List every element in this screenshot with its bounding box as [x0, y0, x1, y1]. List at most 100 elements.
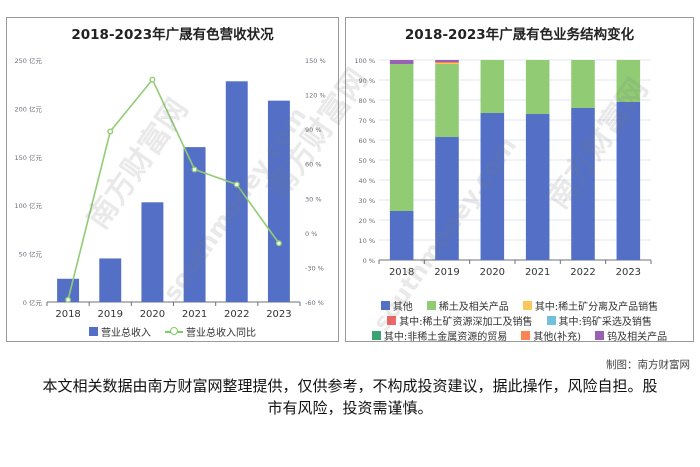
y-tick-label: 40 % — [358, 177, 375, 185]
legend-swatch — [371, 331, 381, 340]
revenue-bar — [225, 81, 248, 302]
legend-item-series-6[interactable]: 其中:非稀土金属资源的贸易 — [371, 328, 508, 343]
stack-segment-7 — [435, 62, 459, 63]
x-tick-label: 2020 — [480, 267, 505, 278]
stack-segment-1 — [480, 113, 505, 260]
legend-label: 其中:钨矿采选及销售 — [558, 317, 652, 328]
legend-swatch-revenue — [89, 327, 98, 336]
revenue-bar — [57, 278, 80, 302]
x-tick-label: 2021 — [525, 267, 550, 278]
y-right-tick-label: 90 % — [305, 126, 322, 134]
y-tick-label: 80 % — [358, 97, 375, 105]
legend-item-series-3[interactable]: 其中:稀土矿分离及产品销售 — [522, 298, 659, 313]
structure-chart-panel: 2018-2023年广晟有色业务结构变化 0 % 10 % 20 % 30 % 40 %… — [345, 17, 694, 343]
legend-item-series-2[interactable]: 稀土及相关产品 — [426, 298, 509, 313]
revenue-bar — [99, 258, 122, 302]
yoy-line — [67, 78, 280, 300]
revenue-bar — [141, 202, 164, 302]
stack-segment-8 — [435, 60, 459, 62]
legend-swatch — [595, 331, 605, 340]
x-tick-label: 2019 — [434, 267, 459, 278]
y-right-tick-label: 0 % — [305, 230, 317, 238]
x-tick-label: 2019 — [98, 309, 123, 320]
yoy-point — [191, 166, 198, 173]
structure-chart-title: 2018-2023年广晟有色业务结构变化 — [404, 27, 635, 43]
y-left-tick-label: 0 亿元 — [23, 298, 43, 307]
x-tick-label: 2020 — [140, 309, 165, 320]
structure-legend: 其他 稀土及相关产品 其中:稀土矿分离及产品销售 其中:稀土矿资源深加工及销售 其中:钨… — [346, 298, 693, 343]
yoy-point — [275, 240, 282, 247]
x-tick-label: 2023 — [266, 309, 291, 320]
legend-label: 稀土及相关产品 — [438, 302, 509, 313]
yoy-point — [149, 76, 156, 83]
legend-swatch — [426, 301, 436, 310]
legend-item-series-1[interactable]: 其他 — [380, 298, 413, 313]
y-right-tick-label: 60 % — [305, 161, 322, 169]
legend-item-series-8[interactable]: 钨及相关产品 — [595, 328, 667, 343]
legend-swatch — [521, 331, 531, 340]
revenue-chart-title: 2018-2023年广晟有色营收状况 — [71, 27, 274, 43]
y-tick-label: 90 % — [358, 77, 375, 85]
y-right-tick-label: -30 % — [305, 264, 324, 272]
x-tick-label: 2021 — [182, 309, 207, 320]
legend-label: 其中:稀土矿分离及产品销售 — [534, 302, 659, 313]
x-tick-label: 2022 — [570, 267, 595, 278]
y-tick-label: 100 % — [354, 57, 375, 65]
legend-row: 其中:非稀土金属资源的贸易 其他(补充) 钨及相关产品 — [346, 328, 693, 343]
y-left-tick-label: 150 亿元 — [15, 153, 43, 162]
stack-segment-1 — [389, 211, 414, 260]
y-right-tick-label: -60 % — [305, 299, 324, 307]
stack-segment-2 — [435, 64, 459, 137]
y-tick-label: 70 % — [358, 117, 375, 125]
stack-segment-2 — [480, 60, 505, 113]
x-tick-label: 2022 — [224, 309, 249, 320]
legend-item-series-7[interactable]: 其他(补充) — [521, 328, 581, 343]
legend-label: 钨及相关产品 — [607, 332, 668, 343]
yoy-point — [233, 181, 240, 188]
x-tick-label: 2023 — [616, 267, 641, 278]
legend-label: 其中:非稀土金属资源的贸易 — [383, 332, 508, 343]
stack-segment-1 — [435, 137, 459, 260]
stack-segment-2 — [571, 60, 595, 108]
stack-segment-8 — [389, 60, 414, 64]
y-left-tick-label: 50 亿元 — [19, 250, 43, 259]
legend-item-series-4[interactable]: 其中:稀土矿资源深加工及销售 — [387, 313, 533, 328]
revenue-bar — [267, 100, 290, 302]
stack-segment-2 — [525, 60, 550, 114]
y-left-tick-label: 250 亿元 — [15, 56, 43, 65]
y-tick-label: 30 % — [358, 197, 375, 205]
legend-label-revenue: 营业总收入 — [101, 328, 151, 339]
stack-segment-2 — [389, 64, 414, 211]
y-tick-label: 50 % — [358, 157, 375, 165]
stack-segment-1 — [571, 108, 595, 260]
legend-item-yoy[interactable]: 营业总收入同比 — [165, 324, 256, 339]
legend-swatch — [387, 316, 397, 325]
y-tick-label: 60 % — [358, 137, 375, 145]
y-tick-label: 0 % — [363, 257, 375, 265]
revenue-chart-panel: 2018-2023年广晟有色营收状况 0 亿元 50 亿元 100 亿元 150 亿元… — [6, 17, 339, 342]
legend-row: 其中:稀土矿资源深加工及销售 其中:钨矿采选及销售 — [346, 313, 693, 328]
y-left-tick-label: 100 亿元 — [15, 201, 43, 210]
stack-segment-1 — [525, 114, 550, 260]
chart-credit: 制图：南方财富网 — [606, 359, 690, 371]
stack-segment-3 — [435, 63, 459, 64]
legend-swatch-yoy — [165, 327, 183, 336]
structure-chart: 0 % 10 % 20 % 30 % 40 % 50 % 60 % 70 % 80 % 90 % 1… — [354, 57, 652, 278]
legend-item-series-5[interactable]: 其中:钨矿采选及销售 — [546, 313, 652, 328]
legend-label: 其他(补充) — [533, 332, 582, 343]
legend-swatch — [546, 316, 556, 325]
legend-swatch — [522, 301, 532, 310]
x-tick-label: 2018 — [389, 267, 414, 278]
disclaimer-text: 本文相关数据由南方财富网整理提供，仅供参考，不构成投资建议，据此操作，风险自担。… — [42, 377, 658, 417]
legend-item-revenue[interactable]: 营业总收入 — [89, 324, 151, 339]
yoy-point — [107, 128, 114, 135]
x-tick-label: 2018 — [55, 309, 80, 320]
revenue-chart: 0 亿元 50 亿元 100 亿元 150 亿元 200 亿元 250 亿元 -60 % -3… — [15, 56, 326, 320]
revenue-bar — [183, 147, 206, 302]
y-tick-label: 10 % — [358, 237, 375, 245]
revenue-legend: 营业总收入 营业总收入同比 — [7, 324, 338, 339]
y-tick-label: 20 % — [358, 217, 375, 225]
legend-row: 其他 稀土及相关产品 其中:稀土矿分离及产品销售 — [346, 298, 693, 313]
legend-label: 其中:稀土矿资源深加工及销售 — [399, 317, 533, 328]
legend-swatch — [380, 301, 390, 310]
